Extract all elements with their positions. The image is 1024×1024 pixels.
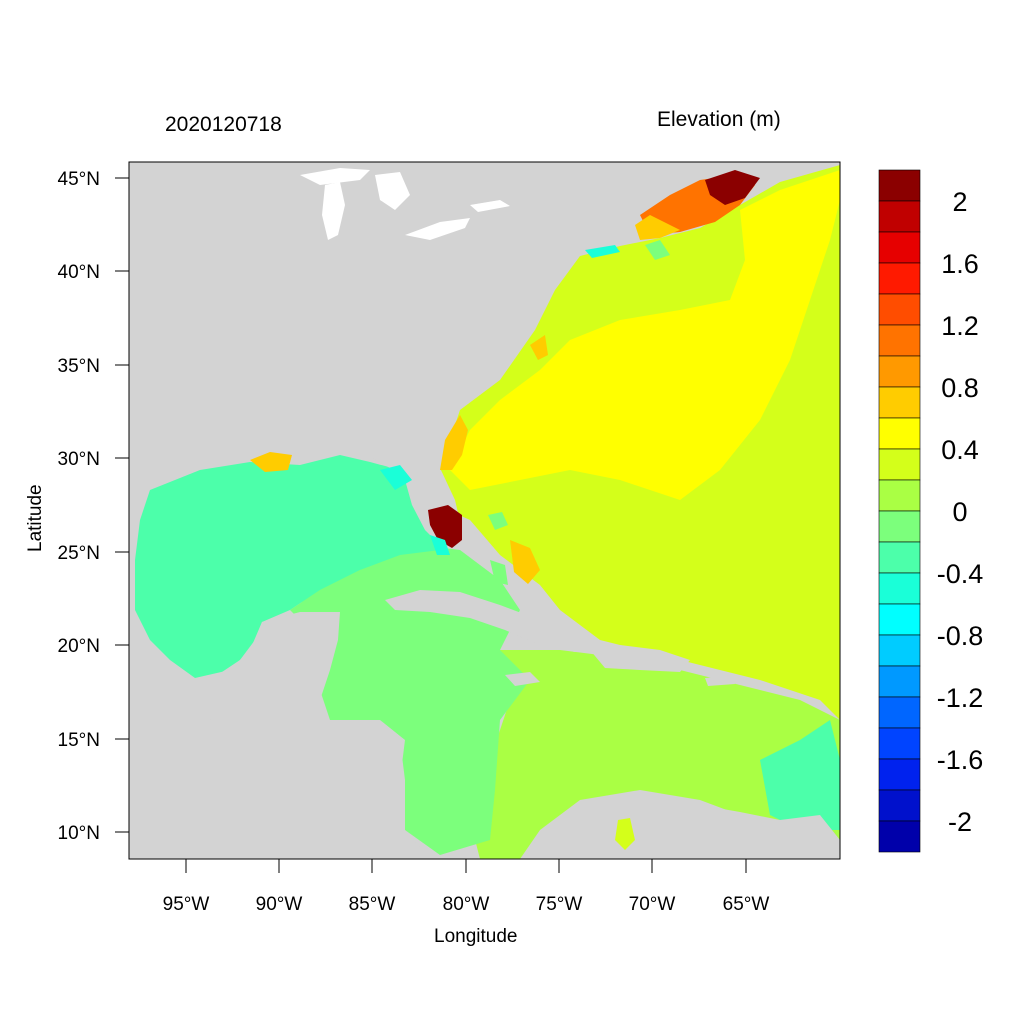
colorbar-label: -1.6 — [937, 745, 984, 775]
y-axis: 45°N 40°N 35°N 30°N 25°N 20°N 15°N 10°N — [58, 169, 129, 844]
y-axis-title: Latitude — [25, 484, 46, 552]
lake-erie — [405, 218, 470, 240]
colorbar-swatch — [878, 541, 921, 574]
cuba-land — [385, 590, 600, 652]
colorbar-swatch — [878, 665, 921, 698]
colorbar-swatch — [878, 231, 921, 264]
puerto-rico-land — [705, 676, 735, 686]
colorbar-swatch — [878, 386, 921, 419]
lake-huron — [375, 172, 410, 210]
colorbar-label: 0.4 — [941, 435, 979, 465]
colorbar-swatch — [878, 417, 921, 450]
colorbar-swatch — [878, 696, 921, 729]
colorbar-swatch — [878, 510, 921, 543]
colorbar-swatch — [878, 727, 921, 760]
caribbean-sea — [470, 650, 840, 859]
colorbar-label: 1.6 — [941, 249, 979, 279]
colorbar-swatch — [878, 479, 921, 512]
colorbar-labels: 2 1.6 1.2 0.8 0.4 0 -0.4 -0.8 -1.2 -1.6 -2 — [937, 187, 984, 837]
x-tick-label: 75°W — [536, 894, 583, 915]
southeast-shelf-band — [440, 415, 468, 470]
new-york-bight — [645, 240, 670, 260]
colorbar-swatch — [878, 262, 921, 295]
colorbar-label: 0.8 — [941, 373, 979, 403]
y-tick-label: 20°N — [58, 636, 100, 657]
colorbar-swatch — [878, 355, 921, 388]
x-tick-label: 80°W — [443, 894, 490, 915]
western-caribbean — [300, 545, 530, 855]
map-panel — [129, 162, 840, 859]
colorbar-swatch — [878, 324, 921, 357]
y-tick-label: 35°N — [58, 356, 100, 377]
x-tick-label: 70°W — [629, 894, 676, 915]
y-tick-label: 40°N — [58, 262, 100, 283]
gulf-of-mexico — [135, 455, 440, 678]
lake-superior — [300, 168, 370, 185]
jamaica-land — [505, 672, 540, 686]
big-bend-low — [380, 465, 412, 490]
louisiana-surge — [250, 452, 292, 472]
bahamas-islands — [488, 512, 508, 530]
colorbar-label: -2 — [948, 807, 972, 837]
x-axis: 95°W 90°W 85°W 80°W 75°W 70°W 65°W — [163, 859, 770, 915]
colorbar-swatch — [878, 169, 921, 202]
map-frame — [128, 161, 841, 860]
colorbar-label: 0 — [952, 497, 967, 527]
florida-surge — [428, 505, 462, 548]
x-axis-title: Longitude — [434, 926, 518, 947]
colorbar-swatch — [878, 758, 921, 791]
gulf-of-maine-ring — [635, 215, 680, 240]
variable-label: Elevation (m) — [657, 108, 781, 131]
lake-michigan — [322, 182, 345, 240]
south-florida-low — [430, 535, 450, 555]
colorbar-label: -1.2 — [937, 683, 984, 713]
central-america-land — [129, 718, 430, 859]
colorbar-swatch — [878, 820, 921, 853]
colorbar-swatch — [878, 293, 921, 326]
lake-ontario — [470, 200, 510, 212]
long-island-sound — [585, 245, 620, 258]
y-tick-label: 10°N — [58, 823, 100, 844]
colorbar-swatch — [878, 603, 921, 636]
colorbar-swatch — [878, 448, 921, 481]
colorbar-label: -0.8 — [937, 621, 984, 651]
y-tick-label: 15°N — [58, 730, 100, 751]
atlantic-high-band — [450, 170, 840, 500]
yucatan-land — [210, 612, 340, 720]
colorbar-swatch — [878, 789, 921, 822]
bahamas-bank — [490, 560, 508, 585]
maracaibo-lake — [615, 818, 635, 850]
colorbar — [878, 169, 921, 853]
colorbar-swatch — [878, 200, 921, 233]
x-tick-label: 95°W — [163, 894, 210, 915]
eastern-caribbean-low — [760, 720, 840, 830]
south-america-land — [520, 795, 840, 859]
bahamas-shallows — [510, 540, 540, 584]
y-tick-label: 25°N — [58, 543, 100, 564]
gulf-of-maine-peak — [705, 170, 760, 205]
colorbar-swatch — [878, 634, 921, 667]
y-tick-label: 30°N — [58, 449, 100, 470]
northeast-coast-band — [530, 335, 548, 360]
colorbar-swatch — [878, 572, 921, 605]
colorbar-label: 2 — [952, 187, 967, 217]
colorbar-label: -0.4 — [937, 559, 984, 589]
gulf-southeast-band — [290, 550, 490, 625]
y-tick-label: 45°N — [58, 169, 100, 190]
x-tick-label: 85°W — [349, 894, 396, 915]
date-label: 2020120718 — [165, 113, 282, 136]
x-tick-label: 90°W — [256, 894, 303, 915]
x-tick-label: 65°W — [723, 894, 770, 915]
colorbar-label: 1.2 — [941, 311, 979, 341]
hispaniola-land — [590, 645, 690, 672]
